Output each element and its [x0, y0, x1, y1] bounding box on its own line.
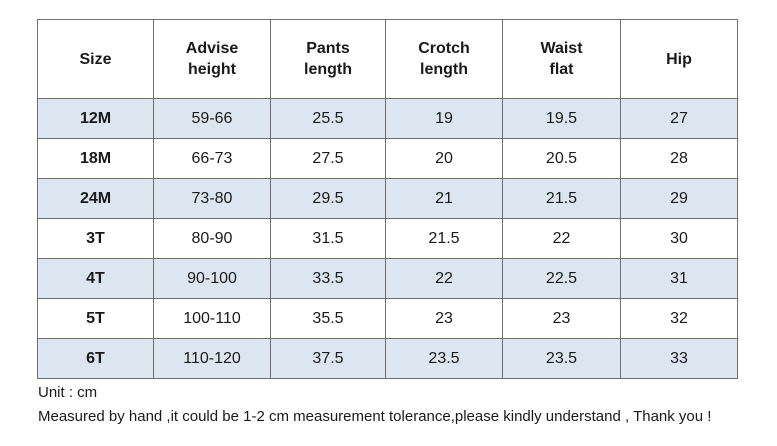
cell-waist-flat: 20.5 [502, 138, 621, 179]
cell-height: 90-100 [153, 258, 271, 299]
cell-waist-flat: 23.5 [502, 338, 621, 379]
cell-crotch-length: 23 [385, 298, 503, 339]
cell-height: 73-80 [153, 178, 271, 219]
header-size: Size [37, 19, 154, 99]
cell-pants-length: 35.5 [270, 298, 386, 339]
cell-hip: 31 [620, 258, 738, 299]
cell-pants-length: 25.5 [270, 98, 386, 139]
table-row: 5T 100-110 35.5 23 23 32 [37, 298, 738, 339]
table-row: 6T 110-120 37.5 23.5 23.5 33 [37, 338, 738, 379]
cell-pants-length: 31.5 [270, 218, 386, 259]
table-row: 24M 73-80 29.5 21 21.5 29 [37, 178, 738, 219]
table-header-row: Size Advise height Pants length Crotch l… [37, 19, 738, 99]
cell-hip: 27 [620, 98, 738, 139]
cell-pants-length: 27.5 [270, 138, 386, 179]
table-row: 3T 80-90 31.5 21.5 22 30 [37, 218, 738, 259]
cell-size: 3T [37, 218, 154, 259]
cell-hip: 33 [620, 338, 738, 379]
cell-crotch-length: 19 [385, 98, 503, 139]
cell-hip: 29 [620, 178, 738, 219]
cell-waist-flat: 23 [502, 298, 621, 339]
header-waist-flat: Waist flat [502, 19, 621, 99]
cell-crotch-length: 23.5 [385, 338, 503, 379]
cell-waist-flat: 19.5 [502, 98, 621, 139]
cell-size: 24M [37, 178, 154, 219]
cell-height: 110-120 [153, 338, 271, 379]
cell-height: 80-90 [153, 218, 271, 259]
unit-note: Unit : cm [38, 384, 98, 401]
cell-size: 6T [37, 338, 154, 379]
cell-size: 5T [37, 298, 154, 339]
table-row: 18M 66-73 27.5 20 20.5 28 [37, 138, 738, 179]
cell-hip: 32 [620, 298, 738, 339]
cell-crotch-length: 21 [385, 178, 503, 219]
cell-height: 59-66 [153, 98, 271, 139]
cell-crotch-length: 20 [385, 138, 503, 179]
cell-waist-flat: 22.5 [502, 258, 621, 299]
cell-waist-flat: 22 [502, 218, 621, 259]
cell-size: 18M [37, 138, 154, 179]
cell-pants-length: 37.5 [270, 338, 386, 379]
cell-height: 66-73 [153, 138, 271, 179]
header-hip: Hip [620, 19, 738, 99]
cell-crotch-length: 21.5 [385, 218, 503, 259]
cell-pants-length: 33.5 [270, 258, 386, 299]
tolerance-note: Measured by hand ,it could be 1-2 cm mea… [38, 408, 712, 425]
table-row: 12M 59-66 25.5 19 19.5 27 [37, 98, 738, 139]
table-row: 4T 90-100 33.5 22 22.5 31 [37, 258, 738, 299]
size-chart-table: Size Advise height Pants length Crotch l… [37, 19, 738, 379]
cell-hip: 28 [620, 138, 738, 179]
cell-hip: 30 [620, 218, 738, 259]
cell-waist-flat: 21.5 [502, 178, 621, 219]
cell-height: 100-110 [153, 298, 271, 339]
cell-size: 12M [37, 98, 154, 139]
header-advise-height: Advise height [153, 19, 271, 99]
header-crotch-length: Crotch length [385, 19, 503, 99]
cell-size: 4T [37, 258, 154, 299]
cell-crotch-length: 22 [385, 258, 503, 299]
header-pants-length: Pants length [270, 19, 386, 99]
cell-pants-length: 29.5 [270, 178, 386, 219]
